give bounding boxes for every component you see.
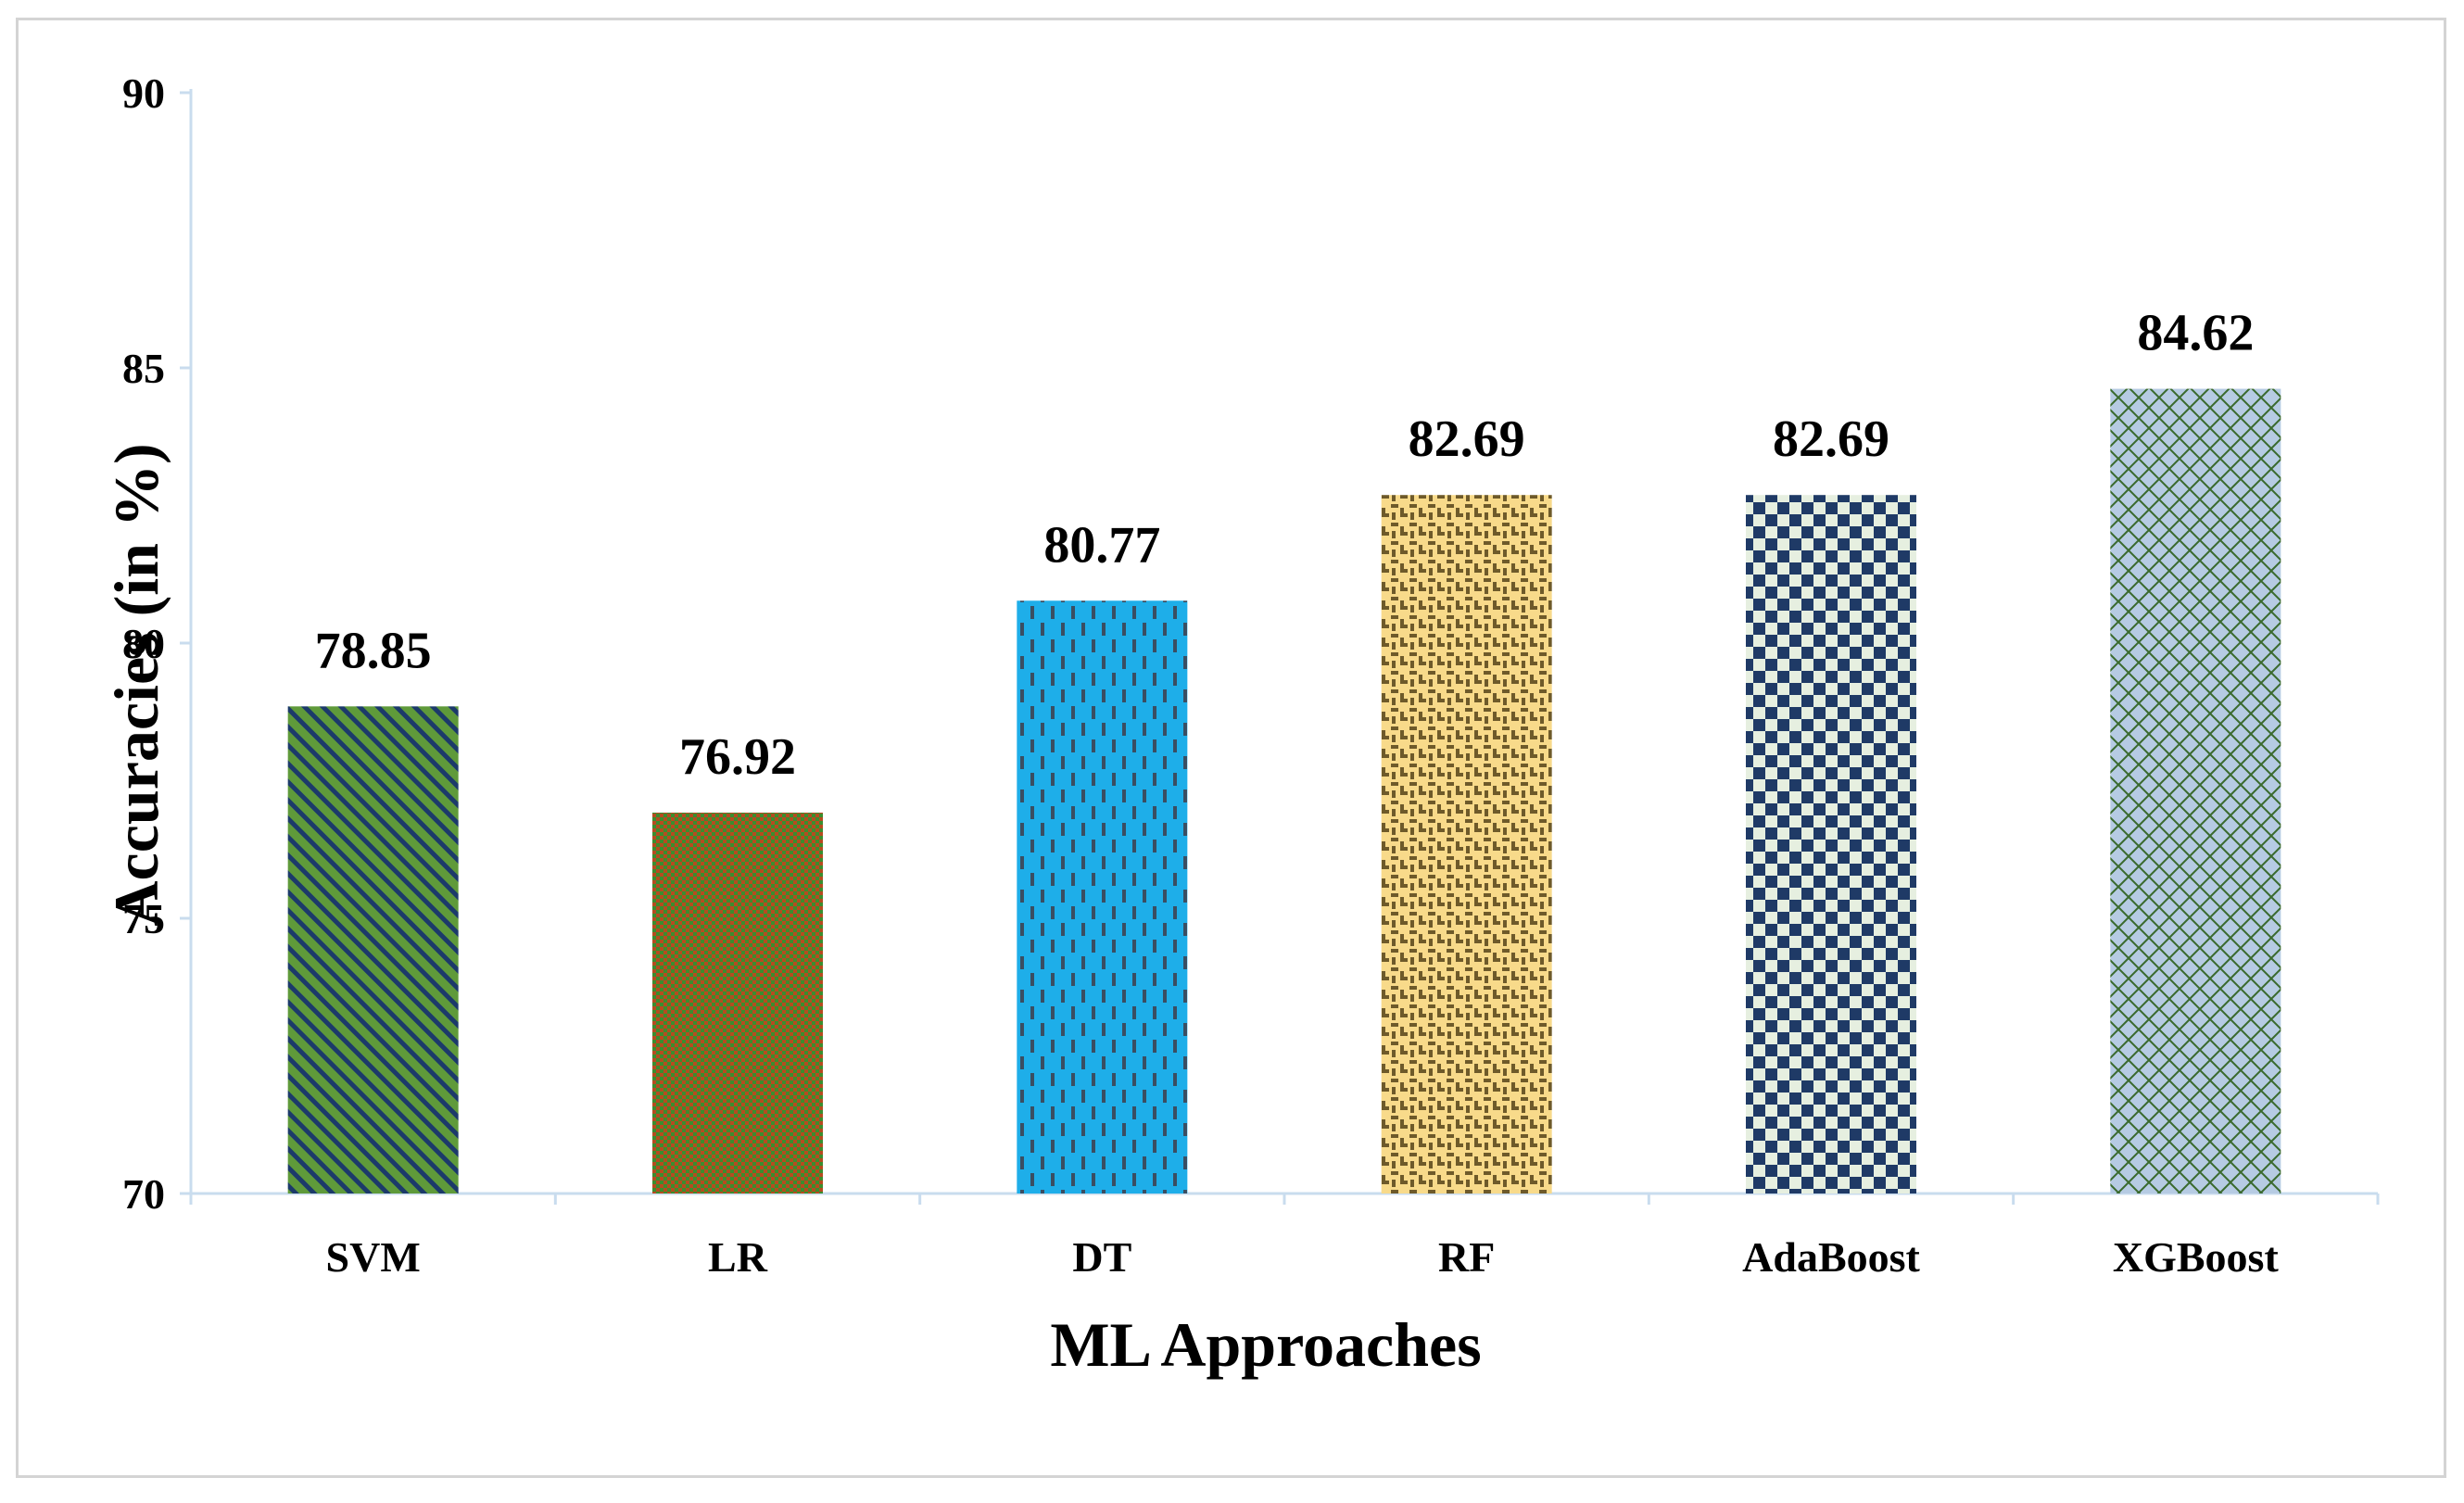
bar-dt: [1017, 600, 1188, 1194]
data-label-rf: 82.69: [1409, 410, 1525, 468]
bar-chart: 70 75 80 85 90 SVM LR DT RF AdaBoost XGBoost 78.8…: [101, 69, 2380, 1380]
data-label-lr: 76.92: [679, 728, 796, 786]
y-tick-label: 70: [122, 1170, 165, 1218]
data-label-adaboost: 82.69: [1773, 410, 1889, 468]
x-tick-label-lr: LR: [708, 1233, 768, 1281]
bar-svm: [287, 706, 459, 1194]
x-tick-label-xgboost: XGBoost: [2113, 1233, 2280, 1281]
x-tick-label-adaboost: AdaBoost: [1742, 1233, 1920, 1281]
bar-lr: [652, 812, 823, 1194]
data-labels-group: 78.85 76.92 80.77 82.69 82.69 84.62: [315, 305, 2255, 786]
x-tick-label-rf: RF: [1438, 1233, 1495, 1281]
y-tick-label: 80: [122, 620, 165, 667]
chart-frame: 70 75 80 85 90 SVM LR DT RF AdaBoost XGBoost 78.8…: [16, 18, 2446, 1478]
x-axis-ticks: SVM LR DT RF AdaBoost XGBoost: [189, 1194, 2380, 1281]
data-label-xgboost: 84.62: [2137, 305, 2254, 362]
x-axis-title: ML Approaches: [1050, 1309, 1481, 1380]
y-axis-title: Accuracies (in %): [101, 443, 171, 926]
x-tick-label-dt: DT: [1072, 1233, 1131, 1281]
data-label-dt: 80.77: [1043, 516, 1160, 574]
data-label-svm: 78.85: [315, 622, 432, 679]
x-tick-label-svm: SVM: [326, 1233, 421, 1281]
bar-xgboost: [2110, 388, 2281, 1194]
bars-group: [287, 388, 2281, 1194]
y-tick-label: 85: [122, 345, 165, 392]
bar-rf: [1381, 495, 1552, 1194]
y-axis-ticks: 70 75 80 85 90: [122, 69, 191, 1218]
bar-adaboost: [1746, 495, 1916, 1194]
y-tick-label: 75: [122, 895, 165, 942]
y-tick-label: 90: [122, 69, 165, 117]
